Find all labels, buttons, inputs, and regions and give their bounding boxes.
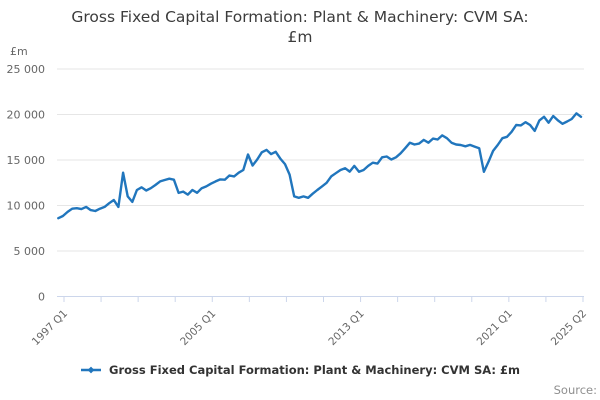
legend[interactable]: Gross Fixed Capital Formation: Plant & M… [0,360,600,380]
y-axis-label: 20 000 [7,108,46,121]
x-axis-label: 2005 Q1 [178,308,218,348]
chart-title-line1: Gross Fixed Capital Formation: Plant & M… [71,8,529,26]
series-line[interactable] [57,112,583,220]
y-axis-label: 0 [38,290,45,303]
legend-label: Gross Fixed Capital Formation: Plant & M… [109,363,520,377]
y-axis-label: 15 000 [7,154,46,167]
x-axis-label: 2013 Q1 [326,308,366,348]
x-axis-label: 1997 Q1 [30,308,70,348]
y-axis-label: 10 000 [7,199,46,212]
y-axis-label: 25 000 [7,63,46,76]
x-axis-label: 2021 Q1 [475,308,515,348]
x-axis-label: 2025 Q2 [549,308,589,348]
legend-series-marker-icon [81,366,102,374]
y-axis-label: 5 000 [14,245,46,258]
source-text: Source: [553,383,597,397]
chart-plot-area: 1997 Q1 2005 Q1 2013 Q1 2021 Q1 2025 Q2 25 00… [7,45,590,348]
chart-title: Gross Fixed Capital Formation: Plant & M… [0,7,600,48]
chart-title-line2: £m [287,28,313,47]
y-axis-unit-label: £m [10,45,28,58]
